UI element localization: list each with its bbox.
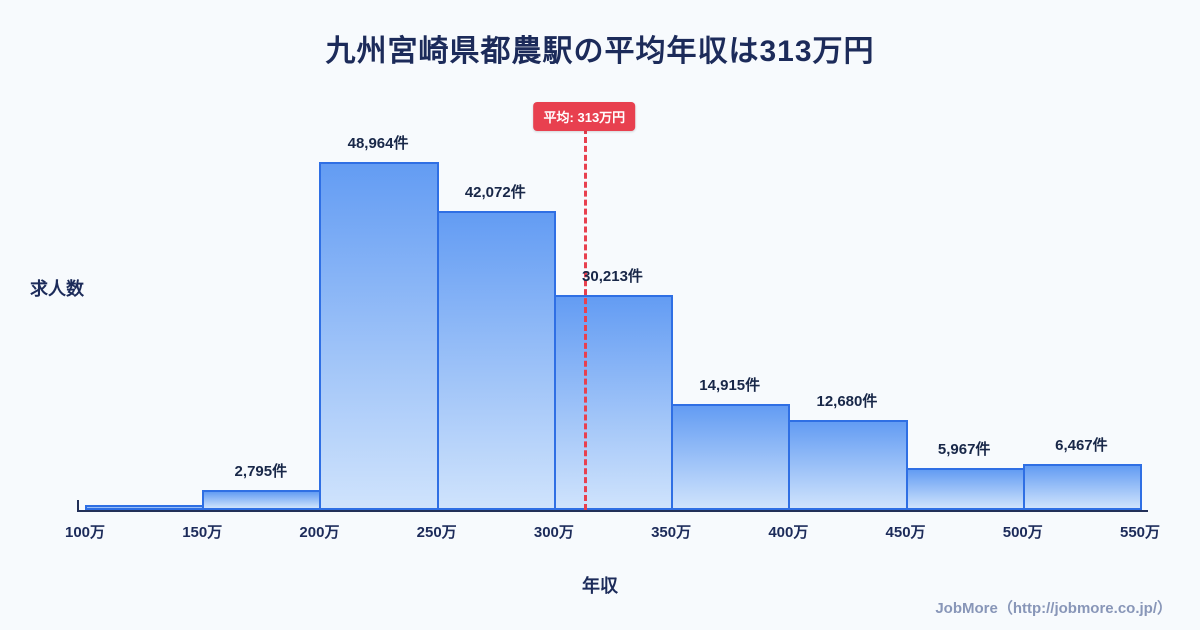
bar-value-label: 12,680件 [816,393,878,410]
x-tick-label: 250万 [416,524,457,541]
x-tick-label: 350万 [651,524,692,541]
x-tick-label: 300万 [533,524,574,541]
y-axis-stub [77,500,79,512]
bar-value-label: 14,915件 [699,377,761,394]
bar-value-label: 2,795件 [234,463,288,480]
x-tick-label: 500万 [1002,524,1043,541]
histogram-bar [202,490,322,510]
histogram-bar [553,295,674,510]
histogram-bar [788,420,908,510]
x-tick-label: 150万 [182,524,223,541]
histogram-bar [1022,464,1142,510]
x-tick-label: 200万 [299,524,340,541]
bar-value-label: 6,467件 [1055,437,1108,454]
histogram-bar [319,162,439,510]
plot-area: 平均: 313万円 2,795件 48,964件 42,072件 30,213件 14,… [65,102,1160,541]
x-tick-label: 550万 [1119,524,1161,541]
bar-value-label: 42,072件 [464,184,526,201]
x-axis-label: 年収 [582,576,618,596]
bar-value-label: 5,967件 [937,441,991,458]
footer-credit: JobMore（http://jobmore.co.jp/） [935,600,1172,617]
histogram-bar [671,404,791,510]
y-axis-label: 求人数 [30,279,84,299]
bar-value-label: 30,213件 [582,268,643,285]
x-tick-label: 100万 [64,524,106,541]
bar-value-label: 48,964件 [347,135,409,152]
x-axis-line [77,510,1148,512]
chart-title: 九州宮崎県都農駅の平均年収は313万円 [325,35,875,68]
x-tick-label: 450万 [885,524,926,541]
x-tick-label: 400万 [768,524,809,541]
histogram-bar [905,468,1025,510]
average-dashed-line [584,128,588,510]
histogram-bar [436,211,556,510]
average-badge: 平均: 313万円 [533,102,636,131]
